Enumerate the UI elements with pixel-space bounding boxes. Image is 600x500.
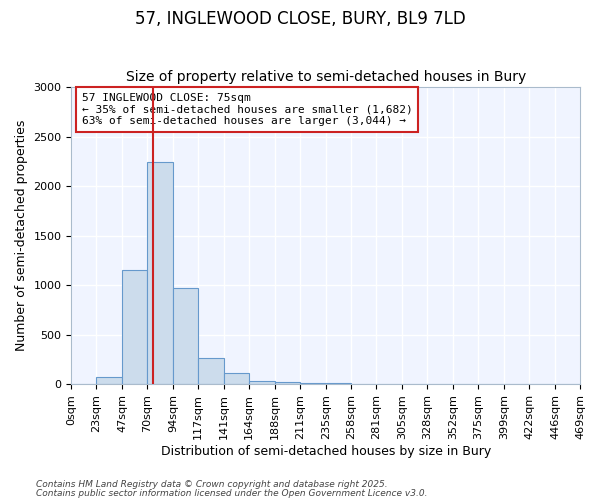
Text: Contains public sector information licensed under the Open Government Licence v3: Contains public sector information licen… <box>36 489 427 498</box>
Bar <box>300 383 326 384</box>
X-axis label: Distribution of semi-detached houses by size in Bury: Distribution of semi-detached houses by … <box>161 444 491 458</box>
Bar <box>148 162 173 384</box>
Bar <box>198 358 224 384</box>
Title: Size of property relative to semi-detached houses in Bury: Size of property relative to semi-detach… <box>125 70 526 85</box>
Text: Contains HM Land Registry data © Crown copyright and database right 2025.: Contains HM Land Registry data © Crown c… <box>36 480 388 489</box>
Bar <box>122 270 148 384</box>
Text: 57, INGLEWOOD CLOSE, BURY, BL9 7LD: 57, INGLEWOOD CLOSE, BURY, BL9 7LD <box>134 10 466 28</box>
Bar <box>224 373 249 384</box>
Bar <box>173 288 198 384</box>
Text: 57 INGLEWOOD CLOSE: 75sqm
← 35% of semi-detached houses are smaller (1,682)
63% : 57 INGLEWOOD CLOSE: 75sqm ← 35% of semi-… <box>82 93 412 126</box>
Y-axis label: Number of semi-detached properties: Number of semi-detached properties <box>15 120 28 352</box>
Bar <box>249 380 275 384</box>
Bar <box>275 382 300 384</box>
Bar <box>97 376 122 384</box>
